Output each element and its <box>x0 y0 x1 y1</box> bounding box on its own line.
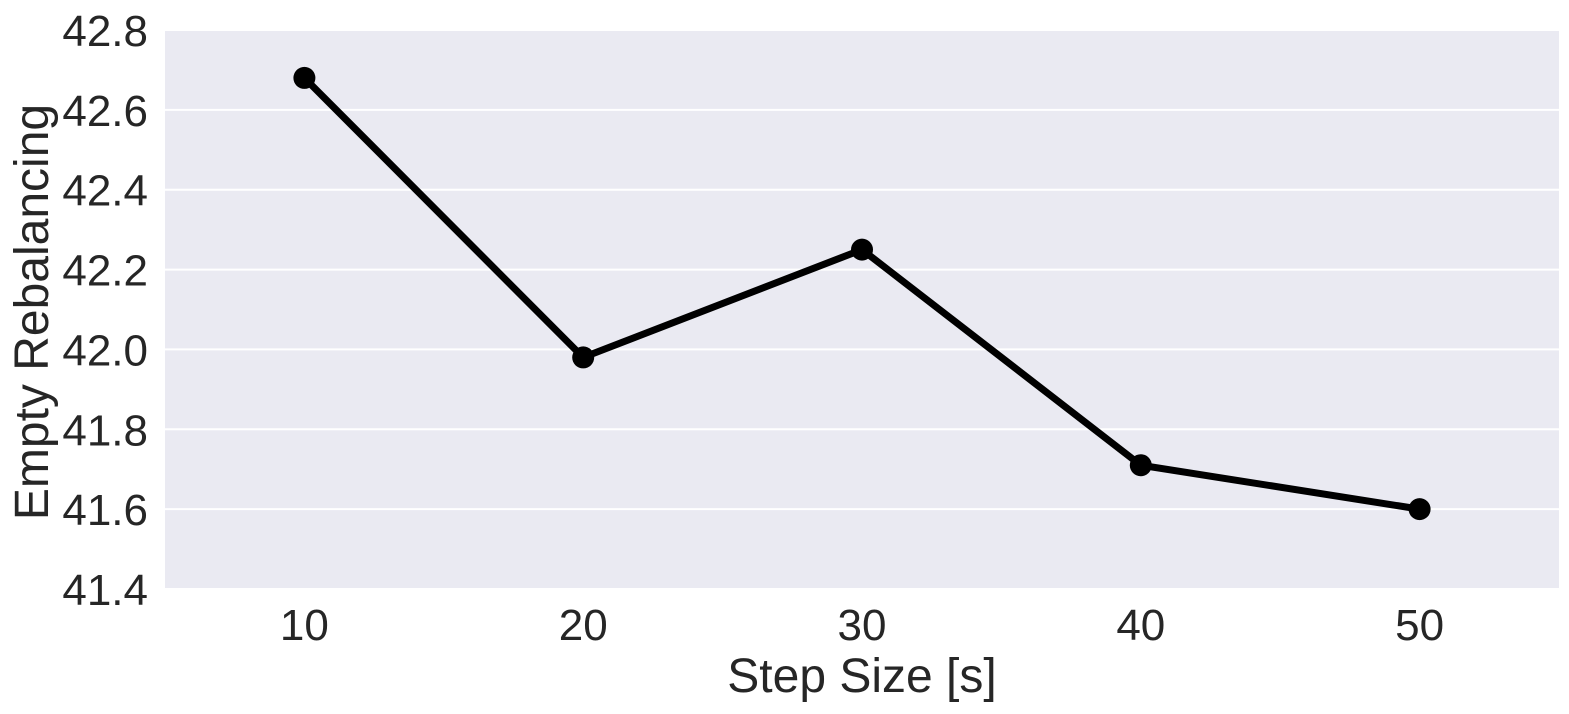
data-point <box>293 66 316 89</box>
y-tick-label: 42.2 <box>62 247 148 296</box>
y-axis-label: Empty Rebalancing <box>6 104 59 520</box>
grid-lines <box>165 29 1559 590</box>
data-point <box>1408 498 1431 521</box>
x-tick-label: 30 <box>838 601 887 650</box>
y-tick-label: 41.6 <box>62 486 148 535</box>
y-tick-label: 42.8 <box>62 7 148 56</box>
x-tick-label: 20 <box>559 601 608 650</box>
y-tick-label: 42.4 <box>62 167 148 216</box>
x-tick-labels: 10 20 30 40 50 <box>280 601 1444 650</box>
x-tick-label: 40 <box>1116 601 1165 650</box>
y-tick-labels: 41.4 41.6 41.8 42.0 42.2 42.4 42.6 42.8 <box>62 7 148 615</box>
data-point <box>572 346 595 369</box>
data-point <box>851 238 873 261</box>
series-layer <box>293 66 1431 521</box>
x-tick-label: 10 <box>280 601 329 650</box>
plot-background <box>165 30 1559 589</box>
x-axis-label: Step Size [s] <box>727 650 996 703</box>
y-tick-label: 42.6 <box>62 87 148 136</box>
x-tick-label: 50 <box>1395 601 1444 650</box>
data-point <box>1129 454 1152 477</box>
y-tick-label: 42.0 <box>62 326 148 375</box>
y-tick-label: 41.8 <box>62 406 148 455</box>
y-tick-label: 41.4 <box>62 566 148 615</box>
